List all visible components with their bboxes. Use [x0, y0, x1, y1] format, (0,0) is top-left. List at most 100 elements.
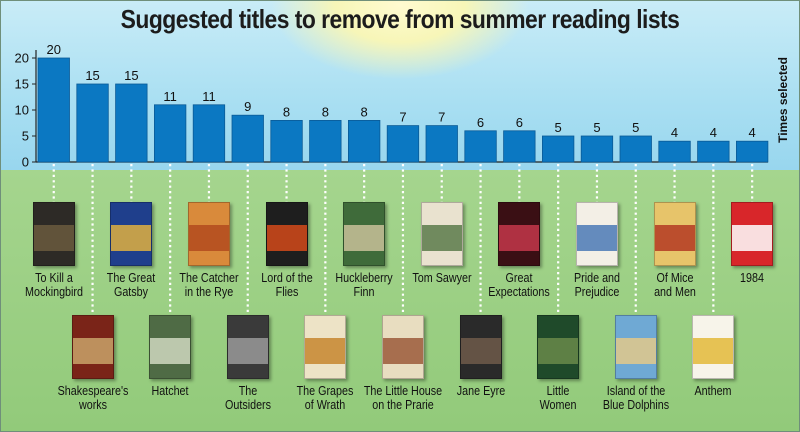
book-cover-art [576, 225, 617, 251]
book-title-label: 1984 [705, 271, 800, 285]
book-cover-art [72, 338, 113, 364]
book-cover [731, 202, 774, 266]
book-title-label: Pride and Prejudice [550, 271, 645, 299]
book-cover [304, 315, 347, 379]
book-cover [265, 202, 308, 266]
book-title-line: Shakespeare's [57, 384, 128, 398]
book-title-line: The Great [107, 271, 156, 285]
bar [425, 125, 458, 163]
book-title-label: Tom Sawyer [394, 271, 489, 285]
book-title-line: Flies [275, 285, 298, 299]
book-cover [343, 202, 386, 266]
y-tick-label: 10 [15, 103, 29, 118]
book-title-line: on the Prarie [372, 398, 434, 412]
book-title-line: Great [505, 271, 533, 285]
book-title-line: Little [546, 384, 570, 398]
book-title-label: Great Expectations [472, 271, 567, 299]
book-title-line: Hatchet [151, 384, 189, 398]
book-cover-art [344, 225, 385, 251]
bar-value-label: 8 [361, 104, 368, 119]
book-title-line: in the Rye [184, 285, 234, 299]
bar [580, 135, 614, 163]
book-title-line: 1984 [740, 271, 765, 285]
book-cover-art [538, 338, 579, 364]
book-cover-art [111, 225, 152, 251]
book-title-label: The Great Gatsby [84, 271, 179, 299]
book-title-label: The Outsiders [200, 384, 295, 412]
bar [115, 83, 148, 163]
book-cover-art [654, 225, 695, 251]
bar-value-label: 8 [322, 104, 329, 119]
book-cover-art [693, 338, 734, 364]
y-tick-label: 20 [15, 51, 29, 66]
book-title-line: Gatsby [114, 285, 149, 299]
book-title-line: Outsiders [224, 398, 271, 412]
bar [76, 83, 109, 163]
book-title-label: The Catcher in the Rye [162, 271, 257, 299]
book-cover [32, 202, 75, 266]
bar-value-label: 5 [555, 120, 562, 135]
bar-value-label: 6 [516, 115, 523, 130]
book-cover-art [188, 225, 229, 251]
book-cover [537, 315, 580, 379]
bar [697, 140, 730, 163]
bar [37, 57, 70, 163]
book-cover [614, 315, 657, 379]
book-title-label: Huckleberry Finn [317, 271, 412, 299]
y-tick-label: 5 [22, 129, 29, 144]
book-cover [226, 315, 269, 379]
book-cover [692, 315, 735, 379]
book-title-label: The Little House on the Prarie [356, 384, 451, 412]
book-title-line: Women [539, 398, 577, 412]
book-title-line: The Catcher [179, 271, 239, 285]
book-title-label: Shakespeare's works [45, 384, 140, 412]
bar-value-label: 8 [283, 104, 290, 119]
book-title-label: Island of the Blue Dolphins [588, 384, 683, 412]
book-title-line: Expectations [488, 285, 551, 299]
book-cover-art [305, 338, 346, 364]
chart-title: Suggested titles to remove from summer r… [120, 4, 680, 34]
book-title-label: Lord of the Flies [239, 271, 334, 299]
bar [503, 130, 536, 163]
book-title-line: Finn [353, 285, 375, 299]
book-title-label: Anthem [666, 384, 761, 398]
bar-value-label: 11 [163, 89, 177, 104]
book-title-line: The Little House [363, 384, 443, 398]
book-title-line: Lord of the [260, 271, 313, 285]
bar-value-label: 11 [202, 89, 216, 104]
y-tick-label: 15 [15, 77, 29, 92]
book-title-line: The Grapes [296, 384, 354, 398]
bar [192, 104, 226, 163]
bar [658, 140, 691, 163]
book-cover [420, 202, 463, 266]
book-cover [71, 315, 114, 379]
bar-value-label: 4 [710, 125, 717, 140]
book-title-line: The [238, 384, 258, 398]
bar [270, 120, 303, 163]
book-title-line: Island of the [606, 384, 666, 398]
book-title-label: The Grapes of Wrath [278, 384, 373, 412]
book-title-line: To Kill a [34, 271, 73, 285]
book-cover-art [227, 338, 268, 364]
book-title-label: Of Mice and Men [627, 271, 722, 299]
bar-value-label: 15 [124, 68, 138, 83]
book-title-line: Blue Dolphins [602, 398, 669, 412]
book-cover-art [615, 338, 656, 364]
book-cover-art [33, 225, 74, 251]
book-title-line: Tom Sawyer [412, 271, 472, 285]
book-cover-art [150, 338, 191, 364]
bar [619, 135, 652, 163]
book-cover [653, 202, 696, 266]
bar-value-label: 5 [632, 120, 639, 135]
book-cover-art [382, 338, 423, 364]
book-cover [149, 315, 192, 379]
book-cover-art [460, 338, 501, 364]
y-tick-label: 0 [22, 155, 29, 170]
book-title-line: works [78, 398, 107, 412]
bar [309, 120, 342, 163]
bar [231, 114, 264, 163]
bar-value-label: 15 [85, 68, 99, 83]
book-cover [110, 202, 153, 266]
